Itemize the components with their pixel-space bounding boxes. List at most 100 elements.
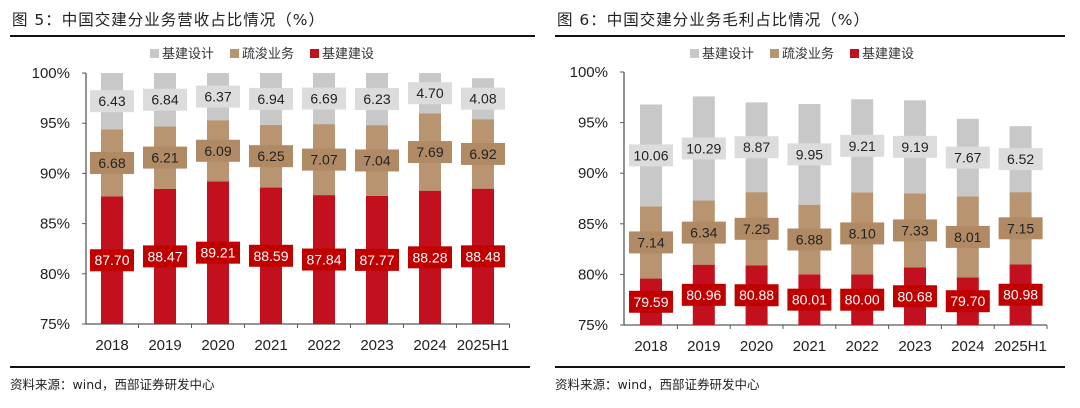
data-label-design: 9.19 <box>901 139 928 155</box>
bar-stack-2018: 79.59 7.14 10.06 <box>629 104 673 325</box>
data-label-bg-design <box>408 82 452 105</box>
data-label-bg-design <box>893 135 937 158</box>
data-label-dredging: 8.01 <box>954 229 981 245</box>
data-label-design: 6.23 <box>363 91 390 107</box>
data-label-bg-dredging <box>681 221 726 244</box>
data-label-bg-dredging <box>408 141 452 164</box>
data-label-construction: 88.28 <box>412 249 447 265</box>
data-label-design: 6.52 <box>1007 151 1034 167</box>
y-tick-label: 90% <box>40 165 70 182</box>
data-label-bg-design <box>840 134 885 157</box>
x-tick-label: 2022 <box>307 337 340 354</box>
bar-stack-2019: 80.96 6.34 10.29 <box>681 96 726 325</box>
data-label-construction: 80.96 <box>686 287 721 303</box>
legend-swatch-construction <box>310 49 319 58</box>
data-label-bg-design <box>302 87 346 110</box>
data-label-bg-dredging <box>249 145 293 168</box>
bar-stack-2025H1: 88.48 6.92 4.08 <box>461 78 505 324</box>
data-label-design: 6.94 <box>257 91 284 107</box>
y-tick-label: 80% <box>578 266 608 283</box>
legend-label: 基建设计 <box>702 47 754 62</box>
data-label-design: 6.43 <box>98 93 125 109</box>
data-label-bg-design <box>355 88 399 111</box>
x-tick-label: 2020 <box>201 337 234 354</box>
stacked-bar-chart-gross-profit: 基建设计 疏浚业务 基建建设 75% 80% 85% 90% 95% 100% 2018 79.59… <box>570 46 1048 355</box>
y-tick-label: 75% <box>578 317 608 334</box>
legend-label: 疏浚业务 <box>782 46 834 62</box>
x-tick-label: 2023 <box>360 337 393 354</box>
data-label-bg-design <box>629 144 673 167</box>
stacked-bar-chart-revenue: 基建设计 疏浚业务 基建建设 75% 80% 85% 90% 95% 100% 2018 87.70… <box>32 46 510 354</box>
data-label-construction: 80.68 <box>897 288 932 304</box>
data-label-bg-design <box>461 87 505 110</box>
data-label-design: 6.69 <box>310 91 337 107</box>
data-label-bg-construction <box>302 248 346 271</box>
x-tick-label: 2024 <box>951 338 984 355</box>
data-label-design: 4.70 <box>416 85 443 101</box>
x-tick-label: 2022 <box>846 338 879 355</box>
data-label-bg-dredging <box>840 222 885 245</box>
y-tick-label: 100% <box>570 64 608 81</box>
legend-label: 基建建设 <box>862 47 914 62</box>
data-label-dredging: 7.14 <box>637 234 664 250</box>
legend-label: 基建建设 <box>322 47 374 62</box>
data-label-dredging: 7.07 <box>310 152 337 168</box>
data-label-bg-dredging <box>90 151 134 174</box>
data-label-construction: 87.77 <box>359 252 394 268</box>
x-tick-label: 2023 <box>898 338 931 355</box>
data-label-bg-design <box>90 90 134 113</box>
x-tick-label: 2020 <box>740 338 773 355</box>
data-label-design: 8.87 <box>743 139 770 155</box>
data-label-construction: 80.88 <box>739 287 774 303</box>
data-label-bg-design <box>787 143 832 166</box>
x-tick-label: 2018 <box>634 338 667 355</box>
data-label-construction: 80.98 <box>1003 287 1038 303</box>
data-label-construction: 80.01 <box>792 292 827 308</box>
y-tick-label: 85% <box>40 216 70 233</box>
y-tick-label: 95% <box>578 115 608 132</box>
data-label-bg-design <box>681 137 726 160</box>
data-label-bg-construction <box>196 241 240 264</box>
data-label-construction: 79.70 <box>950 293 985 309</box>
x-tick-label: 2018 <box>95 337 128 354</box>
data-label-bg-construction <box>998 283 1043 306</box>
data-label-dredging: 6.92 <box>469 146 496 162</box>
data-label-bg-construction <box>355 248 399 271</box>
data-label-bg-design <box>196 85 240 108</box>
y-tick-label: 100% <box>32 65 70 82</box>
bar-stack-2024: 88.28 7.69 4.70 <box>408 73 452 324</box>
data-label-dredging: 6.88 <box>796 231 823 247</box>
data-label-dredging: 7.33 <box>901 222 928 238</box>
data-label-dredging: 7.69 <box>416 144 443 160</box>
x-tick-label: 2021 <box>793 338 826 355</box>
legend-item-dredging: 疏浚业务 <box>230 46 294 62</box>
bar-stack-2021: 88.59 6.25 6.94 <box>249 73 293 324</box>
y-tick-label: 75% <box>40 316 70 333</box>
data-label-bg-construction <box>681 283 726 306</box>
data-label-bg-construction <box>408 246 452 269</box>
x-tick-label: 2019 <box>148 337 181 354</box>
data-label-bg-construction <box>90 249 134 272</box>
chart-title: 图 6：中国交建分业务毛利占比情况（%） <box>557 11 871 29</box>
data-label-dredging: 7.15 <box>1007 220 1034 236</box>
data-label-dredging: 6.34 <box>690 225 717 241</box>
legend-item-design: 基建设计 <box>690 47 754 62</box>
data-label-dredging: 7.04 <box>363 152 390 168</box>
y-tick-label: 95% <box>40 115 70 132</box>
data-label-bg-dredging <box>196 139 240 162</box>
data-label-design: 4.08 <box>469 91 496 107</box>
data-label-bg-dredging <box>355 149 399 172</box>
y-tick-label: 80% <box>40 266 70 283</box>
data-label-bg-construction <box>143 245 187 268</box>
data-label-construction: 88.48 <box>465 248 500 264</box>
data-label-bg-design <box>945 146 990 169</box>
bar-stack-2023: 87.77 7.04 6.23 <box>355 73 399 324</box>
legend-label: 疏浚业务 <box>242 46 294 62</box>
data-label-dredging: 8.10 <box>849 225 876 241</box>
data-label-dredging: 6.21 <box>151 150 178 166</box>
data-label-design: 9.21 <box>849 138 876 154</box>
source-divider <box>10 366 530 368</box>
y-tick-label: 90% <box>578 165 608 182</box>
bar-stack-2019: 88.47 6.21 6.84 <box>143 73 187 324</box>
legend-swatch-design <box>150 49 159 58</box>
